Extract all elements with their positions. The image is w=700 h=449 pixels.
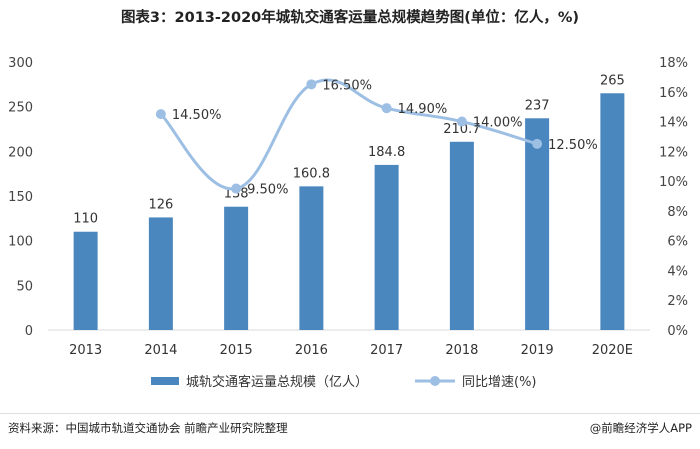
bar: [374, 164, 399, 330]
bar: [148, 217, 173, 330]
left-axis-tick-label: 250: [8, 101, 33, 116]
right-axis-tick-label: 14%: [659, 116, 688, 131]
growth-rate-data-label: 12.50%: [548, 138, 598, 153]
source-note: 资料来源：中国城市轨道交通协会 前瞻产业研究院整理: [8, 421, 288, 435]
legend-bar-swatch: [151, 377, 179, 385]
left-axis-tick-label: 150: [8, 190, 33, 205]
x-axis-tick-label: 2016: [295, 343, 328, 358]
brand-credit: @前瞻经济学人APP: [589, 421, 692, 435]
x-axis-tick-label: 2020E: [592, 343, 633, 358]
bar-data-label: 138: [224, 187, 249, 202]
legend-bar-label: 城轨交通客运量总规模（亿人）: [186, 374, 368, 390]
bar: [224, 206, 249, 330]
right-axis-tick-label: 18%: [659, 56, 688, 71]
right-axis-tick-label: 16%: [659, 86, 688, 101]
bar: [73, 231, 98, 330]
x-axis-tick-label: 2017: [370, 343, 403, 358]
footer-divider: [0, 413, 700, 414]
growth-rate-data-label: 14.90%: [398, 102, 448, 117]
bar: [600, 93, 625, 331]
growth-rate-data-label: 14.50%: [172, 108, 222, 123]
right-axis-tick-label: 0%: [667, 324, 688, 339]
right-axis-tick-label: 12%: [659, 145, 688, 160]
left-axis-tick-label: 200: [8, 145, 33, 160]
bar-data-label: 160.8: [293, 166, 330, 181]
right-axis-tick-label: 10%: [659, 175, 688, 190]
legend-line-marker: [430, 376, 440, 386]
x-axis-tick-label: 2013: [69, 343, 102, 358]
right-axis-tick-label: 4%: [667, 264, 688, 279]
left-axis-tick-label: 0: [25, 324, 33, 339]
growth-rate-data-label: 9.50%: [247, 183, 288, 198]
left-axis-tick-label: 100: [8, 235, 33, 250]
left-axis-tick-label: 50: [16, 279, 33, 294]
right-axis-tick-label: 6%: [667, 235, 688, 250]
x-axis-tick-label: 2015: [220, 343, 253, 358]
bar-data-label: 237: [525, 98, 550, 113]
bar-data-label: 126: [148, 197, 173, 212]
growth-rate-point: [381, 103, 392, 114]
bar-data-label: 265: [600, 73, 625, 88]
growth-rate-point: [532, 138, 543, 149]
growth-rate-line: [159, 78, 538, 191]
chart-plot: 0 50 100 150 200 250 300 0% 2% 4% 6% 8% 10% 12% 14% 16%…: [8, 56, 688, 390]
bar-data-label: 184.8: [368, 145, 405, 160]
bar: [299, 186, 324, 330]
bar-data-label: 110: [73, 212, 98, 227]
growth-rate-point: [231, 183, 242, 194]
x-axis-tick-label: 2019: [521, 343, 554, 358]
left-axis-tick-label: 300: [8, 56, 33, 71]
growth-rate-data-label: 16.50%: [322, 78, 372, 93]
growth-rate-point: [155, 109, 166, 120]
right-axis-tick-label: 8%: [667, 205, 688, 220]
x-axis-tick-label: 2018: [445, 343, 478, 358]
growth-rate-point: [456, 116, 467, 127]
bar: [525, 118, 550, 330]
bar: [449, 141, 474, 330]
growth-rate-data-label: 14.00%: [473, 116, 523, 131]
chart-title: 图表3：2013-2020年城轨交通客运量总规模趋势图(单位：亿人，%): [120, 10, 580, 26]
bar-data-label: 210.7: [443, 122, 480, 137]
x-axis-tick-label: 2014: [144, 343, 177, 358]
legend-line-label: 同比增速(%): [462, 375, 537, 390]
right-axis-tick-label: 2%: [667, 294, 688, 309]
growth-rate-point: [306, 79, 317, 90]
